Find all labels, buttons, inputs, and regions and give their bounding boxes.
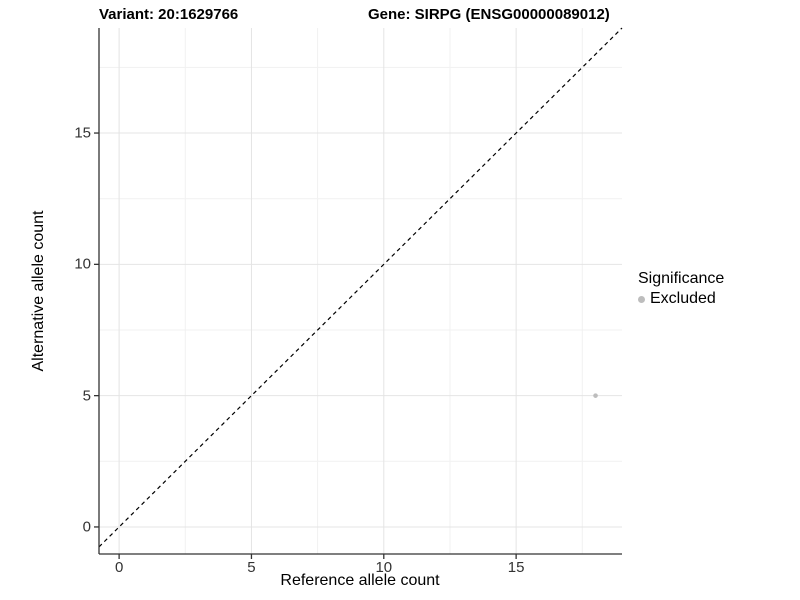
excluded-point-swatch (638, 295, 645, 303)
x-tick-label: 5 (247, 559, 256, 576)
x-tick-label: 10 (375, 559, 393, 576)
legend: Significance Excluded (638, 270, 724, 308)
legend-entry: Excluded (638, 290, 724, 308)
y-axis-title: Alternative allele count (30, 210, 47, 372)
variant-title: Variant: 20:1629766 (99, 6, 239, 23)
x-axis-title: Reference allele count (280, 572, 440, 589)
y-tick-label: 0 (82, 518, 91, 536)
legend-entry-label: Excluded (650, 290, 716, 307)
x-tick-label: 15 (507, 559, 525, 576)
gene-title: Gene: SIRPG (ENSG00000089012) (368, 6, 610, 23)
y-tick-label: 10 (74, 255, 91, 273)
data-point (593, 393, 598, 398)
y-tick-label: 5 (82, 387, 91, 405)
legend-title: Significance (638, 270, 725, 287)
identity-line (98, 27, 623, 548)
x-tick-label: 0 (114, 559, 124, 576)
y-tick-label: 15 (74, 124, 91, 142)
